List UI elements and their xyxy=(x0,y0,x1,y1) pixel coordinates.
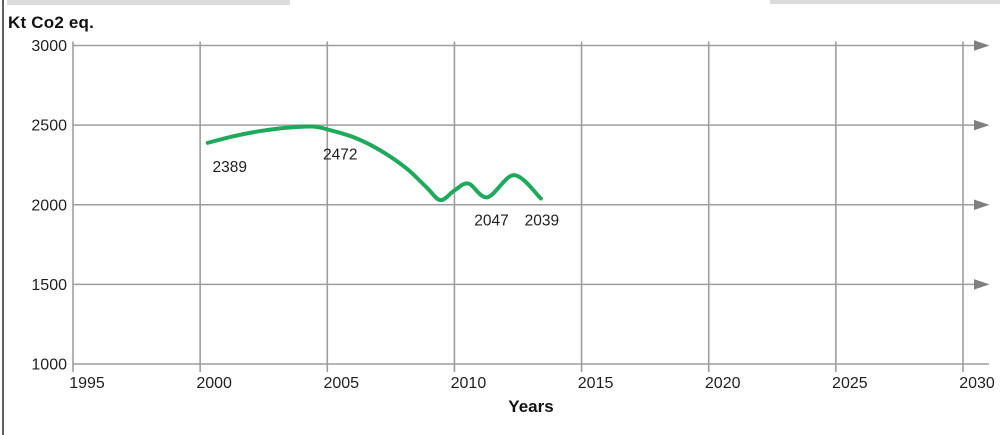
x-tick-label: 2015 xyxy=(578,375,614,392)
axis-arrow-icon xyxy=(974,279,990,290)
y-tick-label: 2000 xyxy=(31,197,67,214)
y-tick-label: 1500 xyxy=(31,277,67,294)
x-tick-label: 2005 xyxy=(323,375,359,392)
data-label: 2472 xyxy=(323,147,357,164)
y-tick-label: 3000 xyxy=(31,38,67,55)
x-tick-label: 1995 xyxy=(69,375,105,392)
y-tick-label: 1000 xyxy=(31,357,67,374)
axis-arrow-icon xyxy=(974,199,990,210)
window-left-border xyxy=(2,0,4,435)
y-axis-title: Kt Co2 eq. xyxy=(8,13,95,32)
cropped-toolbar-fragment-left xyxy=(7,0,290,5)
data-label: 2389 xyxy=(213,159,247,176)
x-tick-label: 2025 xyxy=(832,375,868,392)
x-tick-label: 2010 xyxy=(451,375,487,392)
x-tick-label: 2030 xyxy=(959,375,995,392)
y-tick-label: 2500 xyxy=(31,118,67,135)
axis-arrow-icon xyxy=(974,119,990,131)
cropped-toolbar-fragment-right xyxy=(770,0,1000,4)
data-label: 2047 xyxy=(474,212,508,229)
axis-arrow-icon xyxy=(974,40,990,51)
data-label: 2039 xyxy=(525,213,559,230)
x-tick-label: 2020 xyxy=(705,375,741,392)
series-line xyxy=(205,124,543,203)
x-axis-title: Years xyxy=(508,397,554,416)
x-tick-label: 2000 xyxy=(196,375,232,392)
